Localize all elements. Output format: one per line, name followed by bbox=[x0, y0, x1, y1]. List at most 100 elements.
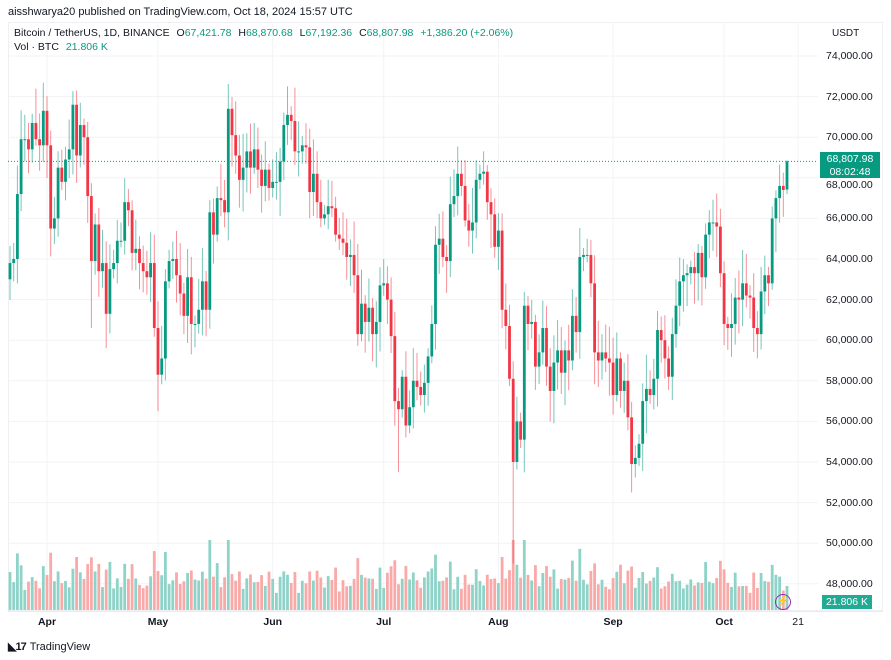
candle bbox=[489, 188, 493, 249]
volume-bar bbox=[374, 588, 378, 610]
candle bbox=[497, 213, 500, 270]
candle-body bbox=[785, 161, 789, 190]
candle-body bbox=[300, 145, 304, 152]
last-price-badge: 68,807.98 08:02:48 bbox=[820, 152, 880, 178]
candle bbox=[374, 301, 378, 368]
candle-body bbox=[748, 295, 752, 298]
candle bbox=[522, 291, 526, 473]
volume-bar bbox=[323, 587, 326, 610]
price-tick-label: 50,000.00 bbox=[826, 537, 873, 550]
candle-body bbox=[164, 281, 167, 359]
candle-body bbox=[286, 114, 289, 126]
candle bbox=[145, 250, 149, 295]
candle bbox=[315, 151, 319, 219]
candle-body bbox=[430, 323, 434, 357]
candle bbox=[474, 160, 478, 239]
candle-body bbox=[434, 244, 437, 324]
candle-body bbox=[756, 328, 759, 335]
candle bbox=[138, 236, 141, 290]
candle bbox=[300, 136, 304, 164]
volume-bar bbox=[707, 581, 711, 610]
candle-body bbox=[223, 200, 226, 213]
volume-bar bbox=[767, 581, 770, 610]
volume-bar bbox=[619, 564, 622, 610]
candle-body bbox=[149, 263, 152, 278]
candle bbox=[219, 164, 223, 217]
candle-body bbox=[460, 173, 463, 186]
volume-bar bbox=[626, 570, 630, 610]
candle bbox=[45, 96, 49, 179]
candle bbox=[526, 296, 530, 351]
candle bbox=[297, 121, 300, 177]
volume-bar bbox=[41, 566, 45, 610]
candle-body bbox=[334, 208, 337, 235]
volume-bar bbox=[408, 579, 411, 610]
lightning-icon[interactable]: ⚡ bbox=[775, 594, 791, 610]
volume-label[interactable]: Vol · BTC bbox=[14, 41, 59, 53]
candle-body bbox=[19, 139, 23, 195]
candle-body bbox=[123, 202, 127, 241]
volume-bar bbox=[441, 580, 445, 610]
candle bbox=[656, 311, 659, 407]
candle bbox=[478, 164, 482, 189]
candle-body bbox=[571, 315, 574, 361]
price-tick-label: 72,000.00 bbox=[826, 90, 873, 103]
candle-body bbox=[478, 173, 482, 180]
candle-body bbox=[445, 256, 448, 262]
candle bbox=[700, 245, 704, 306]
change-value: +1,386.20 (+2.06%) bbox=[420, 27, 514, 39]
candle bbox=[167, 249, 171, 289]
candle bbox=[260, 154, 263, 213]
symbol-name[interactable]: Bitcoin / TetherUS, 1D, BINANCE bbox=[14, 27, 170, 39]
candle-body bbox=[667, 358, 670, 377]
volume-bar bbox=[534, 565, 537, 610]
candle-body bbox=[278, 161, 282, 182]
candle bbox=[282, 112, 286, 181]
volume-bar bbox=[167, 584, 171, 610]
volume-bar bbox=[770, 564, 774, 610]
candle-body bbox=[30, 122, 34, 150]
volume-bar bbox=[319, 577, 323, 610]
price-tick-label: 68,000.00 bbox=[826, 179, 873, 191]
candle bbox=[178, 242, 182, 316]
candle bbox=[371, 298, 374, 362]
candle bbox=[659, 316, 663, 363]
candle-body bbox=[633, 457, 637, 465]
candle bbox=[367, 278, 371, 342]
candle-body bbox=[497, 230, 500, 247]
candle-body bbox=[397, 401, 400, 410]
volume-bar bbox=[608, 589, 611, 610]
tradingview-logo[interactable]: ◣17 TradingView bbox=[8, 640, 90, 654]
volume-bar bbox=[656, 567, 659, 610]
candle-body bbox=[27, 139, 30, 150]
candle bbox=[67, 119, 71, 179]
candle bbox=[626, 354, 630, 431]
candle-body bbox=[515, 421, 519, 462]
volume-bar bbox=[367, 578, 371, 610]
candle bbox=[785, 160, 789, 195]
volume-bar bbox=[108, 561, 112, 610]
volume-bar bbox=[530, 580, 534, 610]
currency-label[interactable]: USDT bbox=[832, 28, 860, 39]
candle bbox=[641, 383, 645, 472]
volume-bar bbox=[304, 583, 308, 610]
candle-body bbox=[678, 281, 682, 306]
candle-body bbox=[600, 352, 604, 361]
candle-body bbox=[193, 323, 197, 325]
candle-body bbox=[715, 222, 719, 227]
candle-body bbox=[463, 185, 467, 221]
candle-body bbox=[763, 275, 767, 292]
price-tick-label: 62,000.00 bbox=[826, 293, 873, 306]
candle bbox=[141, 245, 145, 293]
candle bbox=[589, 239, 593, 298]
candle bbox=[722, 261, 726, 346]
volume-bar bbox=[430, 568, 434, 610]
volume-bar bbox=[426, 571, 430, 610]
candle bbox=[293, 87, 297, 165]
volume-bar bbox=[56, 571, 60, 610]
candle bbox=[744, 253, 748, 308]
volume-bar bbox=[393, 560, 397, 610]
volume-bar bbox=[445, 577, 448, 610]
candle-body bbox=[374, 321, 378, 335]
